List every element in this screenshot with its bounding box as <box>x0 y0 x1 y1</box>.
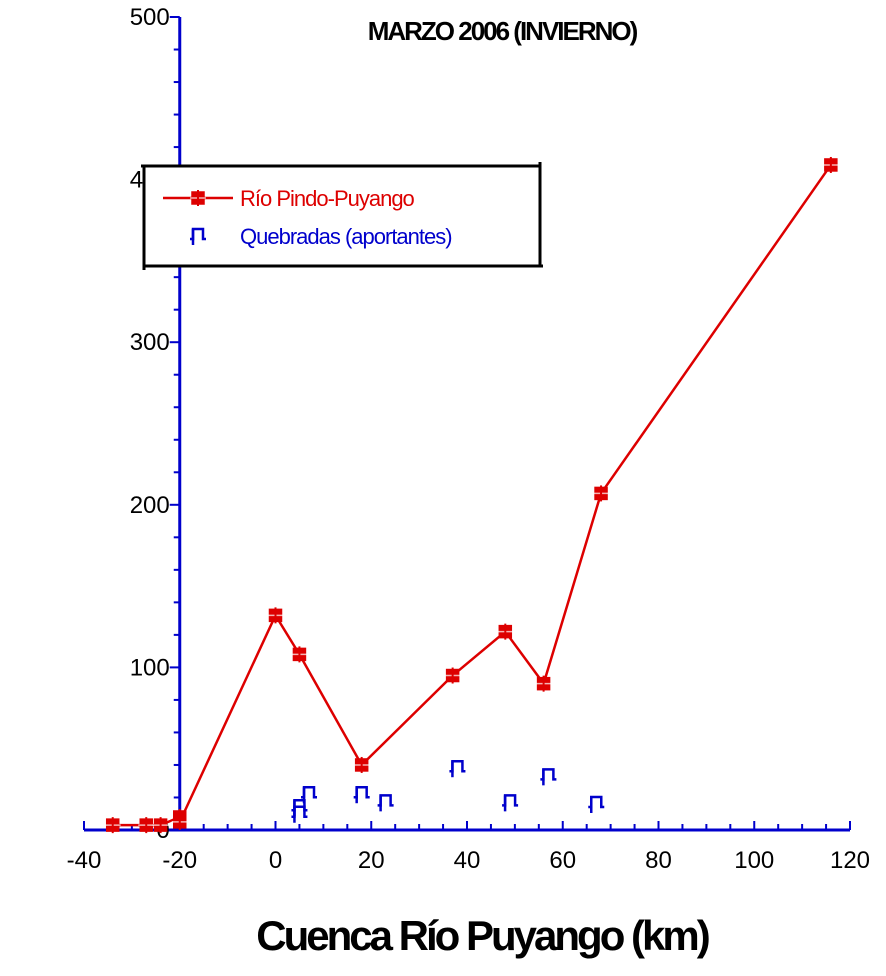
y-tick-label: 300 <box>130 329 170 356</box>
series-quebradas <box>291 759 605 823</box>
legend-label-streams: Quebradas (aportantes) <box>240 224 452 249</box>
x-tick-label: 0 <box>269 847 282 874</box>
y-tick-label: 500 <box>130 4 170 31</box>
data-point <box>291 646 308 663</box>
data-point <box>171 813 188 830</box>
x-axis-label: Cuenca Río Puyango (km) <box>256 912 708 959</box>
axes: -40-200204060801001200100200300400500 <box>67 4 870 874</box>
data-point <box>138 817 155 834</box>
x-tick-label: 20 <box>358 847 385 874</box>
chart-title: MARZO 2006 (INVIERNO) <box>368 16 638 46</box>
legend: Río Pindo-Puyango Quebradas (aportantes) <box>141 162 543 270</box>
data-point <box>535 675 552 692</box>
legend-box <box>144 166 540 266</box>
legend-marker-river <box>190 190 206 206</box>
x-tick-label: 40 <box>454 847 481 874</box>
x-tick-label: 80 <box>645 847 672 874</box>
data-point <box>497 623 514 640</box>
data-point <box>822 156 839 173</box>
x-tick-label: -40 <box>67 847 102 874</box>
series-rio-pindo-puyango <box>104 156 839 834</box>
x-tick-label: 60 <box>549 847 576 874</box>
data-point <box>353 756 370 773</box>
legend-label-river: Río Pindo-Puyango <box>240 186 415 211</box>
data-point <box>104 817 121 834</box>
x-tick-label: -20 <box>162 847 197 874</box>
data-point <box>444 667 461 684</box>
data-point <box>152 817 169 834</box>
y-tick-label: 100 <box>130 654 170 681</box>
y-tick-label: 200 <box>130 492 170 519</box>
data-point <box>593 485 610 502</box>
data-point <box>267 607 284 624</box>
x-tick-label: 100 <box>734 847 774 874</box>
x-tick-label: 120 <box>830 847 870 874</box>
